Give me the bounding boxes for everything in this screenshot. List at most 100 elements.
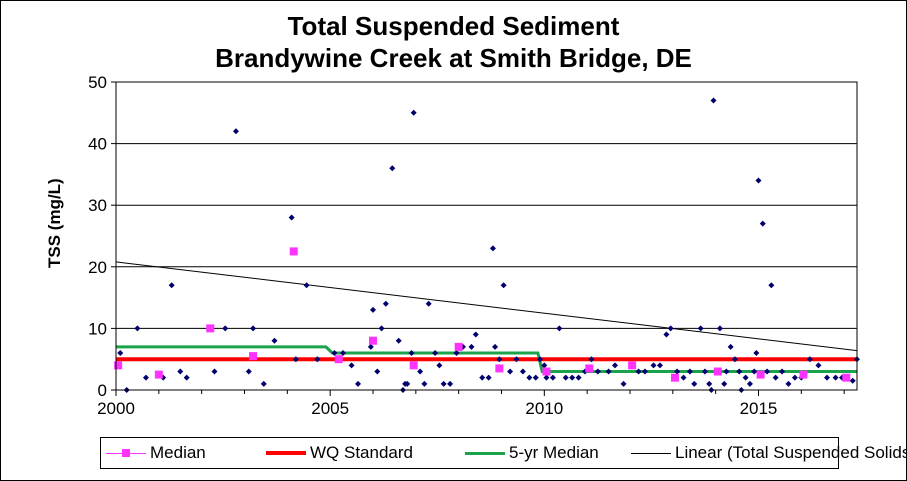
tss-point: [541, 362, 548, 369]
tss-point: [374, 368, 381, 375]
tss-point: [168, 282, 175, 289]
tss-point: [492, 343, 499, 350]
tss-point: [500, 282, 507, 289]
tss-point: [721, 380, 728, 387]
median-point: [454, 342, 463, 351]
tss-point: [250, 325, 257, 332]
plot-border: [115, 81, 858, 391]
tss-point: [355, 380, 362, 387]
tss-point: [723, 368, 730, 375]
tss-point: [485, 374, 492, 381]
tss-point: [292, 356, 299, 363]
tss-point: [594, 368, 601, 375]
y-tick-label: 30: [88, 196, 107, 215]
tss-point: [425, 300, 432, 307]
tss-point: [641, 368, 648, 375]
median-point: [249, 352, 258, 361]
tss-point: [772, 374, 779, 381]
tss-point: [575, 374, 582, 381]
chart-title: Total Suspended Sediment Brandywine Cree…: [0, 10, 907, 74]
tss-point: [532, 374, 539, 381]
tss-point: [759, 220, 766, 227]
tss-point: [513, 356, 520, 363]
tss-point: [177, 368, 184, 375]
legend-label-linear: Linear (Total Suspended Solids): [675, 443, 907, 462]
tss-point: [303, 282, 310, 289]
tss-point: [680, 374, 687, 381]
tss-point: [697, 325, 704, 332]
tss-point: [408, 350, 415, 357]
tss-point: [378, 325, 385, 332]
x-tick-label: 2010: [525, 399, 563, 418]
legend-item-5yr-median: 5-yr Median: [465, 438, 599, 468]
median-point: [289, 247, 298, 256]
tss-point: [395, 337, 402, 344]
tss-point: [751, 368, 758, 375]
tss-point: [806, 356, 813, 363]
tss-point: [183, 374, 190, 381]
tss-point: [656, 362, 663, 369]
median-point: [206, 324, 215, 333]
tss-point: [468, 343, 475, 350]
median-point: [334, 355, 343, 364]
legend-swatch-wq-standard: [266, 438, 306, 468]
y-tick-label: 10: [88, 319, 107, 338]
median-point: [628, 361, 637, 370]
tss-point: [824, 374, 831, 381]
tss-point: [222, 325, 229, 332]
tss-point: [134, 325, 141, 332]
x-tick-label: 2015: [740, 399, 778, 418]
tss-point: [605, 368, 612, 375]
tss-point: [746, 380, 753, 387]
y-tick-label: 40: [88, 135, 107, 154]
median-point: [542, 367, 551, 376]
tss-point: [271, 337, 278, 344]
tss-point: [742, 374, 749, 381]
tss-point: [611, 362, 618, 369]
tss-point: [549, 374, 556, 381]
tss-point: [382, 300, 389, 307]
y-tick-label: 20: [88, 258, 107, 277]
median-point: [713, 367, 722, 376]
median-point: [799, 370, 808, 379]
tss-point: [569, 374, 576, 381]
tss-point: [260, 380, 267, 387]
tss-point: [706, 380, 713, 387]
tss-point: [421, 380, 428, 387]
tss-point: [753, 350, 760, 357]
tss-point: [436, 362, 443, 369]
legend-swatch-linear: [631, 438, 671, 468]
legend-label-5yr-median: 5-yr Median: [509, 443, 599, 462]
title-line-2: Brandywine Creek at Smith Bridge, DE: [215, 43, 692, 73]
tss-point: [245, 368, 252, 375]
tss-point: [417, 368, 424, 375]
legend-label-wq-standard: WQ Standard: [310, 443, 413, 462]
legend-item-wq-standard: WQ Standard: [266, 438, 413, 468]
tss-point: [348, 362, 355, 369]
median-point: [585, 364, 594, 373]
median-point: [114, 361, 123, 370]
tss-point: [832, 374, 839, 381]
tss-point: [369, 306, 376, 313]
tss-point: [779, 368, 786, 375]
tss-point: [686, 368, 693, 375]
median-point: [842, 373, 851, 382]
legend: Median WQ Standard 5-yr Median Linear (T…: [100, 437, 907, 469]
median-point: [409, 361, 418, 370]
tss-point: [447, 380, 454, 387]
tss-point: [815, 362, 822, 369]
tss-point: [849, 377, 856, 384]
tss-point: [691, 380, 698, 387]
tss-point: [507, 368, 514, 375]
tss-point: [755, 177, 762, 184]
tss-point: [331, 350, 338, 357]
tss-point: [314, 356, 321, 363]
median-point: [756, 370, 765, 379]
tss-point: [489, 245, 496, 252]
y-tick-label: 0: [98, 381, 107, 400]
tss-point: [543, 374, 550, 381]
tss-point: [650, 362, 657, 369]
median-markers: [114, 247, 851, 382]
